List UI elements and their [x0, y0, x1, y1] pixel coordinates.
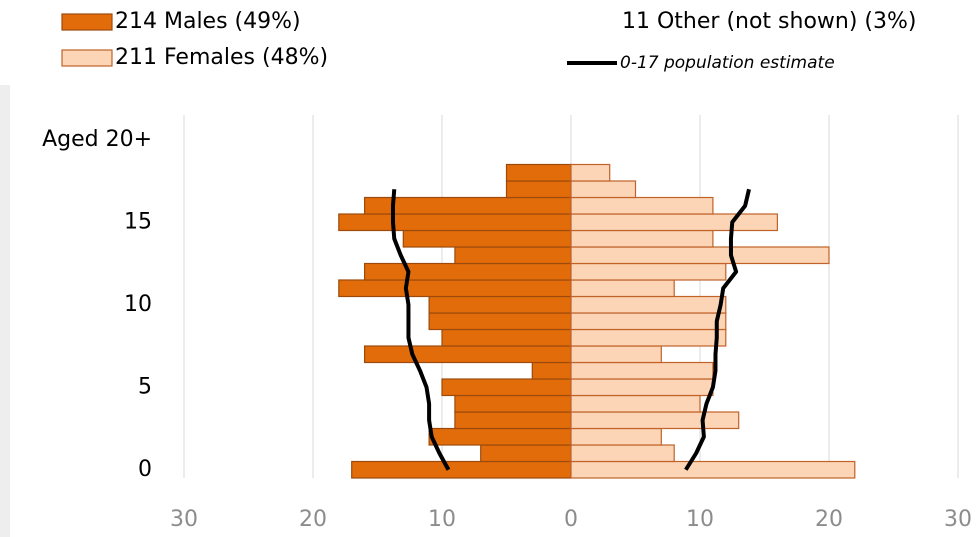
bar: [570, 361, 714, 380]
bar: [428, 427, 572, 446]
bar: [570, 427, 662, 446]
x-tick-label: 30: [170, 507, 198, 532]
estimate-line: [684, 188, 751, 471]
bar: [454, 246, 572, 265]
bar: [364, 345, 572, 364]
estimate-line: [390, 189, 451, 471]
y-tick-label: 10: [124, 292, 152, 317]
bar: [338, 213, 572, 232]
bar: [570, 460, 856, 479]
bar: [441, 328, 572, 347]
legend-note: 11 Other (not shown) (3%): [622, 9, 917, 34]
frame-edge: [0, 85, 10, 537]
bar: [570, 345, 662, 364]
bar: [570, 312, 727, 331]
legend-label: 211 Females (48%): [115, 45, 328, 70]
y-tick-label: 15: [124, 209, 152, 234]
bar: [570, 229, 714, 248]
legend-swatch: [61, 13, 113, 31]
bar: [570, 262, 727, 281]
legend-swatch: [61, 49, 113, 67]
bar: [570, 163, 611, 182]
bar: [570, 378, 714, 397]
bar: [570, 196, 714, 215]
x-tick-label: 10: [686, 507, 714, 532]
x-tick-label: 10: [428, 507, 456, 532]
y-tick-label: 5: [138, 374, 152, 399]
bar: [505, 180, 572, 199]
bar: [505, 163, 572, 182]
bar: [531, 361, 572, 380]
bar: [570, 246, 830, 265]
bar: [570, 295, 727, 314]
bar: [570, 328, 727, 347]
bar: [454, 411, 572, 430]
bar: [364, 262, 572, 281]
x-tick-label: 0: [564, 507, 578, 532]
x-tick-label: 30: [944, 507, 972, 532]
legend-label: 214 Males (49%): [115, 9, 301, 34]
bar: [428, 295, 572, 314]
y-tick-label: Aged 20+: [42, 127, 152, 152]
bar: [480, 444, 572, 463]
y-tick-label: 0: [138, 457, 152, 482]
bar: [570, 394, 701, 413]
bar: [570, 213, 778, 232]
bar: [570, 411, 740, 430]
bar: [338, 279, 572, 298]
x-tick-label: 20: [815, 507, 843, 532]
bar: [364, 196, 572, 215]
bar: [570, 444, 675, 463]
x-tick-label: 20: [299, 507, 327, 532]
bar: [454, 394, 572, 413]
bar: [441, 378, 572, 397]
bar: [570, 279, 675, 298]
bar: [570, 180, 637, 199]
bar: [351, 460, 572, 479]
legend-label: 0-17 population estimate: [620, 53, 835, 73]
bar: [402, 229, 572, 248]
bar: [428, 312, 572, 331]
